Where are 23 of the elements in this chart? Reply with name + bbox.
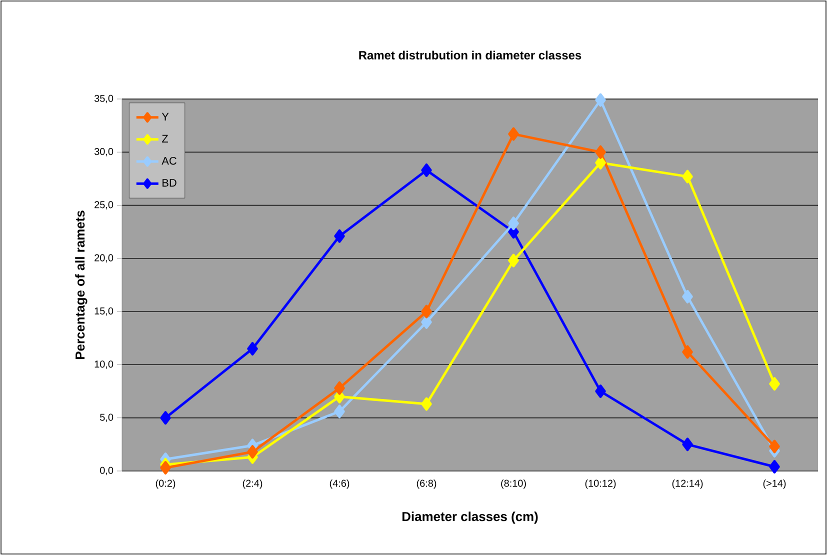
x-axis-title: Diameter classes (cm) — [402, 512, 538, 524]
y-tick-label: 5,0 — [100, 414, 114, 422]
y-tick-label: 15,0 — [94, 307, 114, 316]
legend-label: Y — [162, 112, 169, 120]
y-tick-label: 25,0 — [94, 201, 114, 210]
y-tick-label: 0,0 — [100, 466, 114, 476]
legend-label: AC — [162, 156, 176, 165]
legend-label: Z — [162, 134, 168, 142]
chart-title: Ramet distrubution in diameter classes — [359, 50, 582, 60]
y-tick-label: 20,0 — [94, 254, 114, 263]
x-tick-label: (0:2) — [156, 480, 176, 489]
y-tick-label: 35,0 — [94, 94, 114, 104]
y-tick-label: 30,0 — [94, 148, 114, 156]
y-axis-title: Percentage of all ramets — [75, 210, 88, 359]
x-tick-label: (10:12) — [585, 480, 616, 489]
x-tick-label: (12:14) — [672, 480, 703, 489]
x-tick-label: (>14) — [763, 480, 786, 489]
x-tick-label: (2:4) — [242, 480, 262, 489]
legend-label: BD — [162, 179, 176, 187]
x-tick-label: (4:6) — [330, 480, 350, 489]
x-tick-label: (6:8) — [416, 480, 436, 489]
x-tick-label: (8:10) — [501, 480, 526, 489]
y-tick-label: 10,0 — [94, 360, 114, 369]
